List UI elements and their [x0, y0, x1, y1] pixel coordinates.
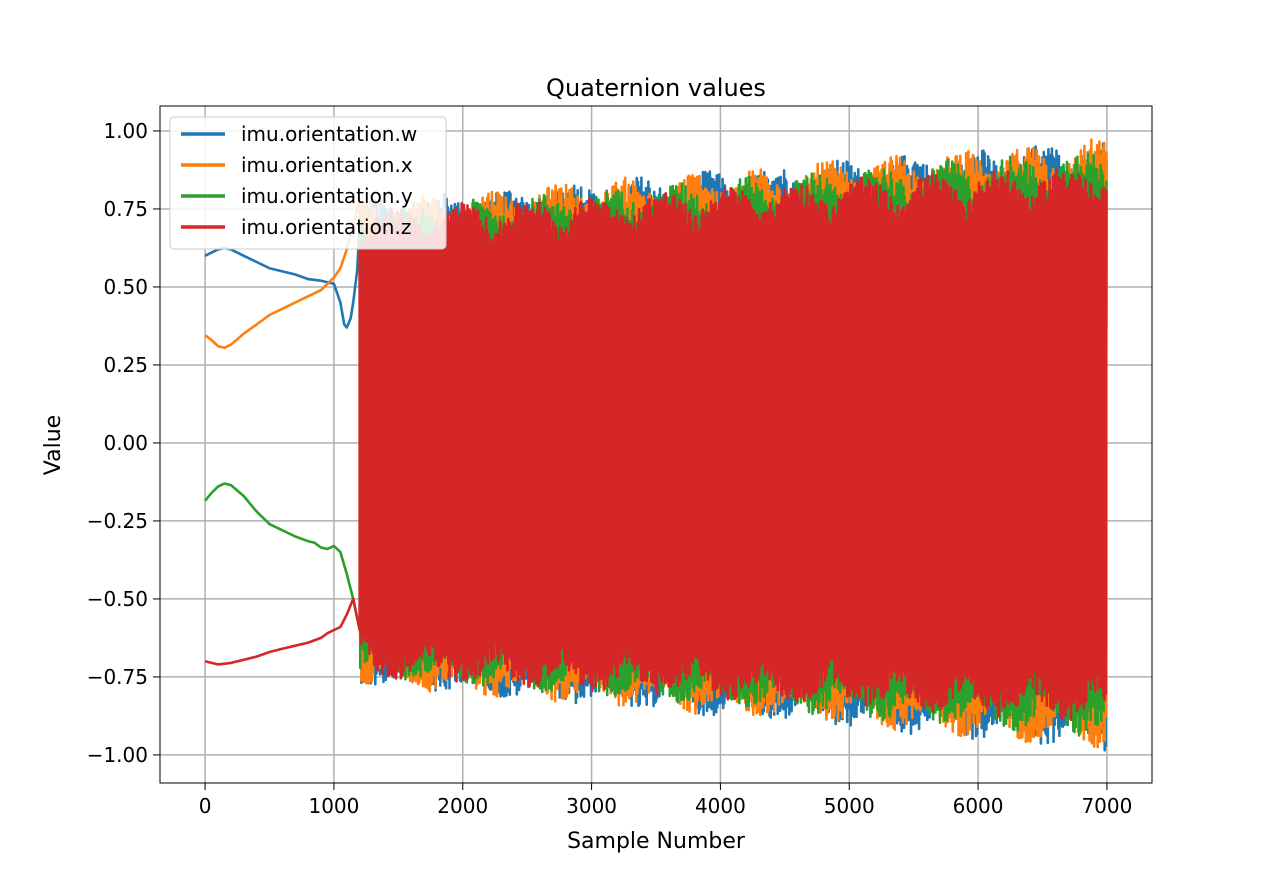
- y-axis-title: Value: [41, 415, 66, 475]
- legend-box: [169, 116, 447, 250]
- plot-frame: [159, 105, 1153, 784]
- legend-label: imu.orientation.x: [241, 153, 413, 177]
- x-tick-label: 2000: [437, 794, 488, 818]
- x-axis-title: Sample Number: [567, 829, 746, 854]
- legend-label: imu.orientation.z: [241, 215, 411, 239]
- x-tick-label: 0: [199, 794, 212, 818]
- y-axis: 1.00 0.75 0.50 0.25 0.00 −0.25 −0.50 −0.75 −1.00: [87, 119, 160, 767]
- x-tick-label: 6000: [953, 794, 1004, 818]
- series-layer: [204, 138, 1108, 752]
- y-tick-label: 0.50: [103, 275, 148, 299]
- series-line-imu.orientation.z: [204, 168, 1108, 722]
- chart-title: Quaternion values: [546, 74, 766, 102]
- legend-label: imu.orientation.w: [241, 122, 417, 146]
- y-tick-label: −0.50: [87, 587, 148, 611]
- y-tick-label: −0.25: [87, 509, 148, 533]
- y-tick-label: 0.75: [103, 197, 148, 221]
- y-tick-label: −0.75: [87, 665, 148, 689]
- legend: imu.orientation.w imu.orientation.x imu.or…: [169, 116, 447, 250]
- x-tick-label: 7000: [1081, 794, 1132, 818]
- y-tick-label: 0.00: [103, 431, 148, 455]
- x-tick-label: 3000: [566, 794, 617, 818]
- x-tick-label: 1000: [308, 794, 359, 818]
- x-tick-label: 4000: [695, 794, 746, 818]
- legend-label: imu.orientation.y: [241, 184, 413, 208]
- x-axis: 0 1000 2000 3000 4000 5000 6000 7000: [199, 783, 1132, 818]
- x-tick-label: 5000: [824, 794, 875, 818]
- y-tick-label: 0.25: [103, 353, 148, 377]
- y-tick-label: −1.00: [87, 743, 148, 767]
- y-tick-label: 1.00: [103, 119, 148, 143]
